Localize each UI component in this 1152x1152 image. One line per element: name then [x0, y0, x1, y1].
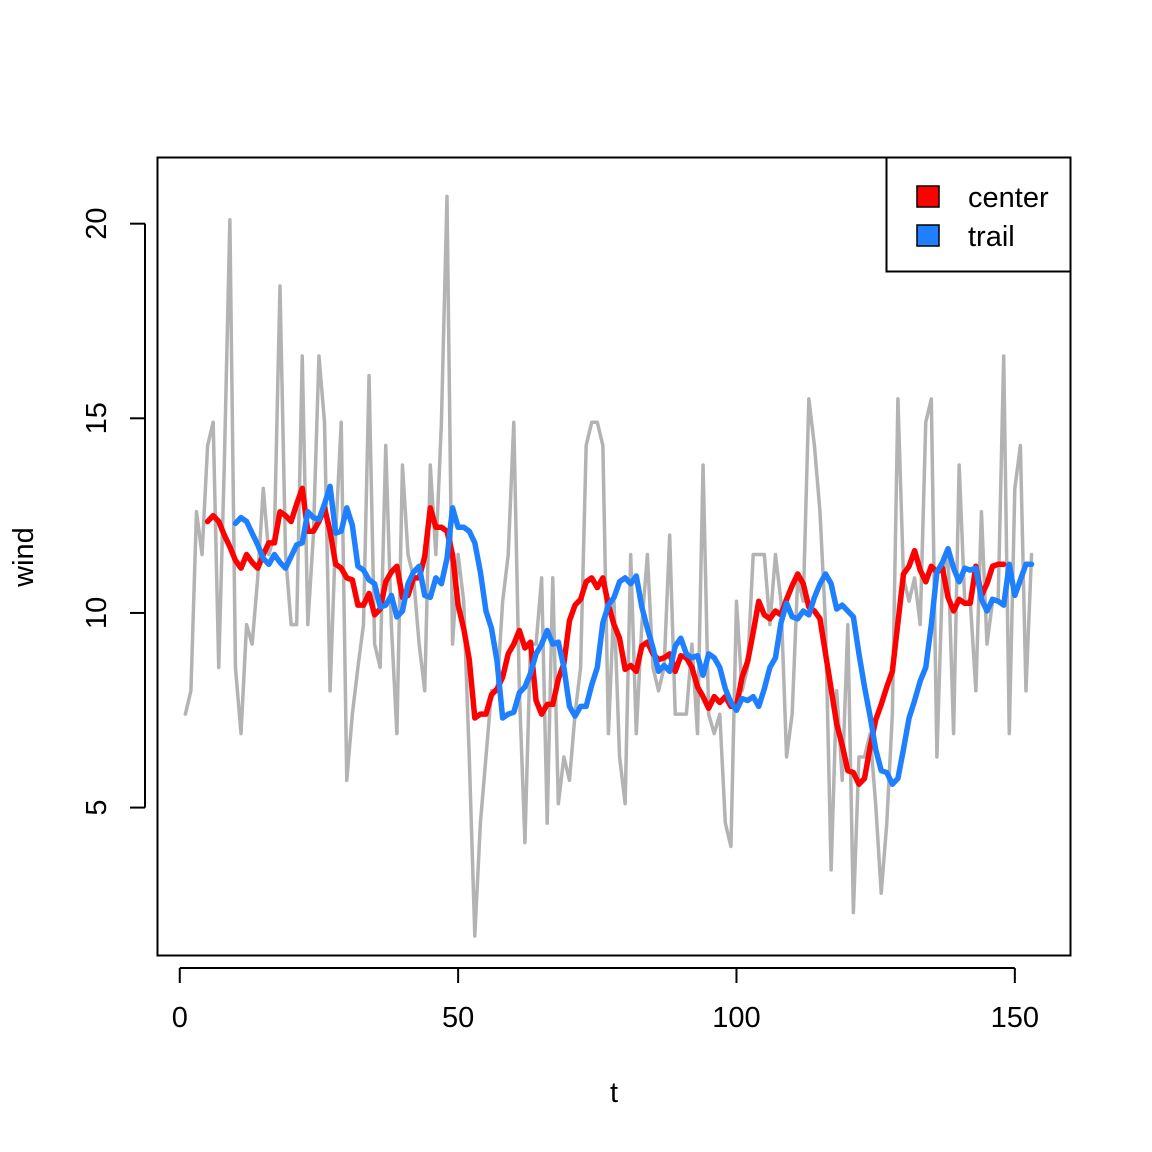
y-axis: 5 10 15 20: [81, 208, 146, 816]
series-layer: [183, 194, 1035, 938]
legend-swatch-trail: [916, 224, 940, 247]
x-tick-label: 50: [442, 1002, 474, 1034]
series-line-center: [204, 485, 1007, 787]
legend-swatch-center: [916, 185, 940, 208]
y-axis-label: wind: [8, 527, 40, 588]
series-line-trail: [232, 483, 1035, 787]
y-tick-label: 15: [81, 402, 113, 434]
legend-box: [885, 156, 1072, 273]
y-tick-label: 10: [81, 597, 113, 629]
x-tick-label: 100: [712, 1002, 760, 1034]
legend-label-center: center: [968, 182, 1049, 214]
legend-label-trail: trail: [968, 221, 1015, 253]
x-axis-label: t: [610, 1077, 618, 1109]
x-tick-label: 0: [172, 1002, 188, 1034]
y-tick-label: 5: [81, 800, 113, 816]
x-tick-label: 150: [991, 1002, 1039, 1034]
plot-frame: [156, 156, 1072, 957]
legend: center trail: [885, 156, 1072, 273]
y-tick-label: 20: [81, 208, 113, 240]
x-axis: 0 50 100 150: [172, 967, 1039, 1034]
